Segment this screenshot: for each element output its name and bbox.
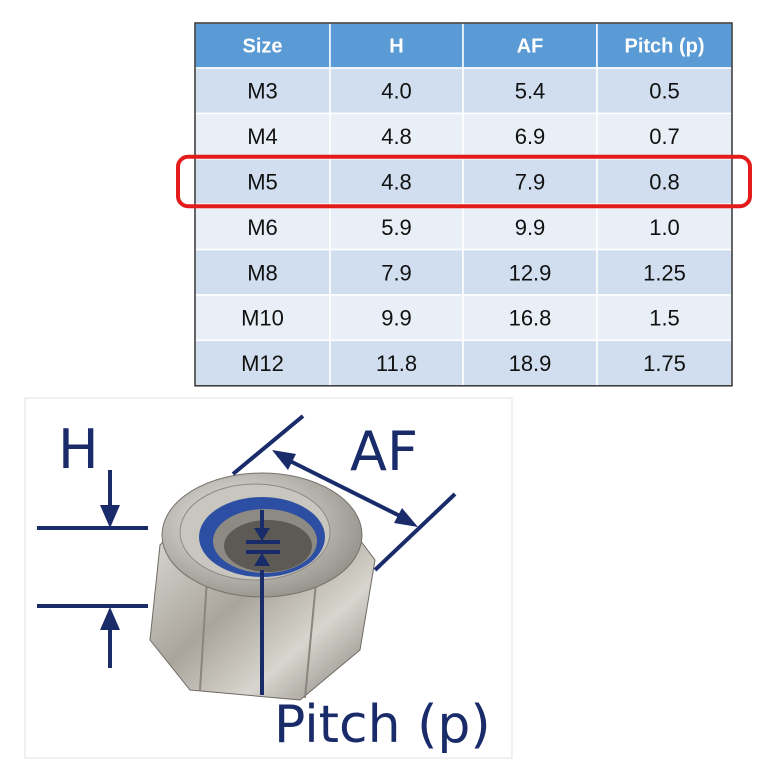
table-cell <box>194 248 331 296</box>
header-cell <box>596 22 733 69</box>
header-text: Size <box>242 36 282 58</box>
cell-text: 16.8 <box>509 306 552 331</box>
cell-text: 7.9 <box>515 170 546 195</box>
cell-text: 18.9 <box>509 351 552 376</box>
header-text: Pitch (p) <box>625 36 705 58</box>
table-cell <box>194 112 331 160</box>
table-cell <box>462 248 598 296</box>
table-cell <box>329 158 464 205</box>
spec-table: Size H AF Pitch (p) M3 4.0 5.4 0.5 M4 4.8 6.9 0.7 M5… <box>176 22 752 387</box>
af-label: AF <box>350 420 418 483</box>
cell-text: 1.5 <box>649 306 680 331</box>
header-text: AF <box>517 36 544 58</box>
cell-text: 1.75 <box>643 351 686 376</box>
h-label: H <box>58 418 99 481</box>
table-cell <box>329 339 464 387</box>
cell-text: M3 <box>247 79 278 104</box>
cell-text: M4 <box>247 124 278 149</box>
table-cell <box>462 112 598 160</box>
dimension-lines <box>37 414 457 695</box>
cell-text: 6.9 <box>515 124 546 149</box>
cell-text: 0.5 <box>649 79 680 104</box>
cell-text: 0.7 <box>649 124 680 149</box>
table-cell <box>329 112 464 160</box>
table-cell <box>462 339 598 387</box>
cell-text: 5.4 <box>515 79 546 104</box>
header-text: H <box>389 36 403 58</box>
pitch-label: Pitch (p) <box>274 695 491 755</box>
table-cell <box>329 248 464 296</box>
cell-text: M6 <box>247 215 278 240</box>
cell-text: 0.8 <box>649 170 680 195</box>
table-cell <box>596 67 733 115</box>
cell-text: 7.9 <box>381 260 412 285</box>
cell-text: 5.9 <box>381 215 412 240</box>
cell-text: M5 <box>247 170 278 195</box>
table-cell <box>462 67 598 115</box>
cell-text: 12.9 <box>509 260 552 285</box>
cell-text: 9.9 <box>515 215 546 240</box>
cell-text: 1.0 <box>649 215 680 240</box>
table-cell <box>194 203 331 251</box>
cell-text: 4.8 <box>381 124 412 149</box>
cell-text: 9.9 <box>381 306 412 331</box>
cell-text: M10 <box>241 306 284 331</box>
highlight-box <box>176 154 752 209</box>
cell-text: 11.8 <box>376 351 417 376</box>
cell-text: 4.0 <box>381 79 412 104</box>
table-cell <box>329 203 464 251</box>
cell-text: M12 <box>241 351 284 376</box>
table-cell <box>596 158 733 205</box>
cell-text: 4.8 <box>381 170 412 195</box>
table-cell <box>329 67 464 115</box>
cell-text: M8 <box>247 260 278 285</box>
cell-text: 1.25 <box>643 260 686 285</box>
